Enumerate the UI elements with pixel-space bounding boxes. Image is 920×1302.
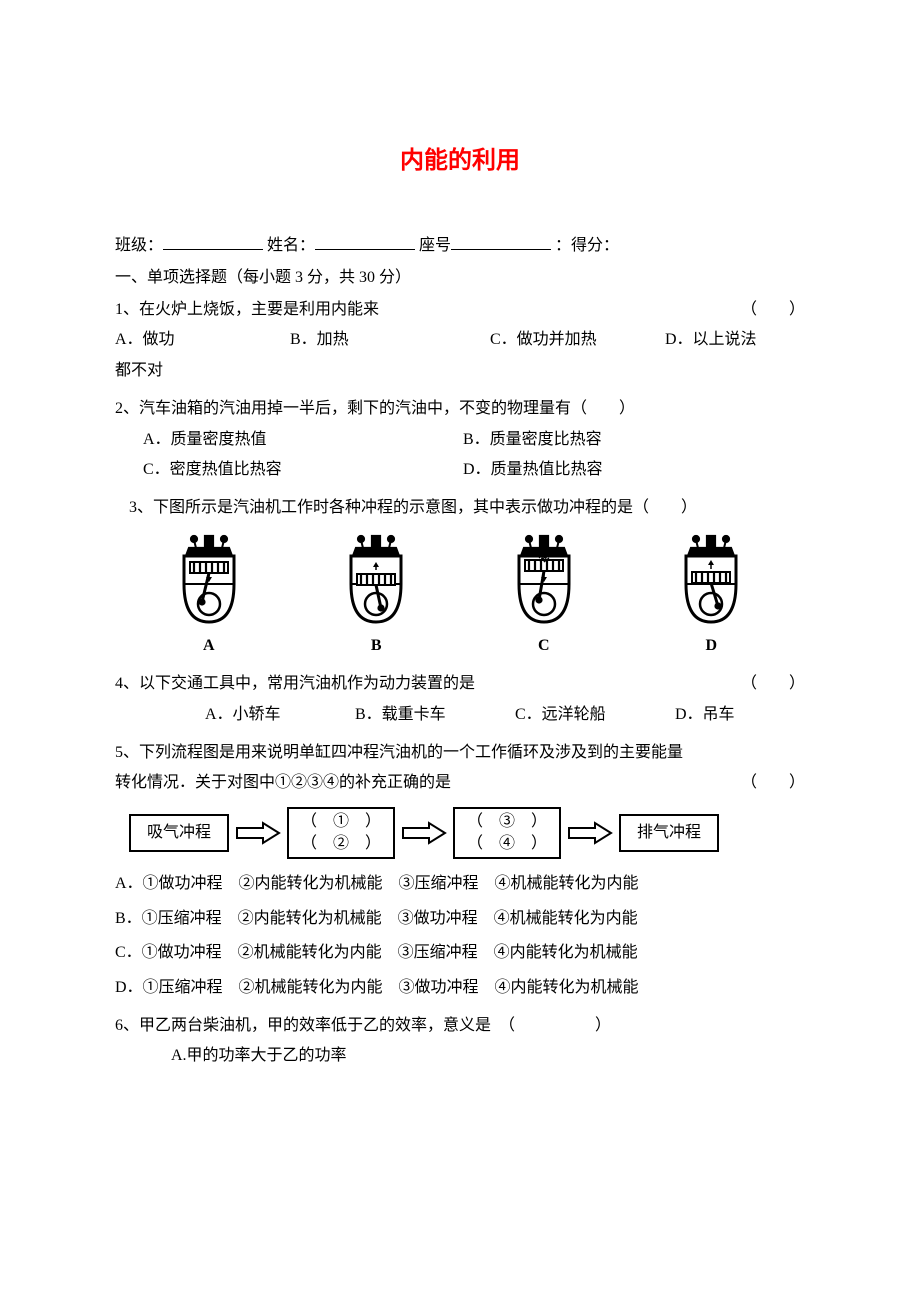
title-text: 内能的利用	[400, 147, 520, 174]
student-info-line: 班级： 姓名： 座号 ：得分：	[115, 231, 805, 255]
name-blank	[315, 232, 415, 250]
q1-option-c: C．做功并加热	[490, 325, 665, 355]
q6-stem: 6、甲乙两台柴油机，甲的效率低于乙的效率，意义是 （ ）	[115, 1011, 805, 1041]
engine-label-b: B	[371, 631, 382, 661]
arrow-icon	[401, 821, 447, 845]
q2-option-b: B．质量密度比热容	[463, 425, 602, 455]
q2-option-c: C．密度热值比热容	[143, 455, 463, 485]
flow-box-2: （ ① ） （ ② ）	[287, 807, 395, 860]
q1-option-a: A．做功	[115, 325, 290, 355]
q5-answer-blank: （ ）	[741, 768, 805, 798]
flow-box-1: 吸气冲程	[129, 814, 229, 852]
q5-option-b: B．①压缩冲程 ②内能转化为机械能 ③做功冲程 ④机械能转化为内能	[115, 904, 805, 934]
q2-option-a: A．质量密度热值	[143, 425, 463, 455]
q4-option-b: B．载重卡车	[355, 700, 515, 730]
seat-label: 座号	[419, 237, 451, 254]
flow-box-3: （ ③ ） （ ④ ）	[453, 807, 561, 860]
name-label: 姓名：	[267, 237, 315, 254]
flow-box-2-line1: （ ① ）	[301, 811, 381, 833]
engine-label-a: A	[203, 631, 215, 661]
q1-stem: 1、在火炉上烧饭，主要是利用内能来	[115, 295, 379, 325]
q4-option-d: D．吊车	[675, 700, 735, 730]
flow-box-2-line2: （ ② ）	[301, 833, 381, 855]
engine-diagram-b: B	[321, 534, 431, 661]
q4-option-a: A．小轿车	[205, 700, 355, 730]
q5-stem-line1: 5、下列流程图是用来说明单缸四冲程汽油机的一个工作循环及涉及到的主要能量	[115, 738, 805, 768]
class-label: 班级：	[115, 237, 163, 254]
seat-blank	[451, 232, 551, 250]
q5-option-a: A．①做功冲程 ②内能转化为机械能 ③压缩冲程 ④机械能转化为内能	[115, 869, 805, 899]
q1-option-d-line2: 都不对	[115, 356, 805, 386]
q5-stem-line2: 转化情况．关于对图中①②③④的补充正确的是	[115, 768, 451, 798]
q6-option-a: A.甲的功率大于乙的功率	[115, 1041, 805, 1071]
q3-stem: 3、下图所示是汽油机工作时各种冲程的示意图，其中表示做功冲程的是（ ）	[115, 493, 805, 523]
q4-answer-blank: （ ）	[741, 669, 805, 699]
engine-diagram-a: A	[154, 534, 264, 661]
arrow-icon	[235, 821, 281, 845]
engine-label-c: C	[538, 631, 550, 661]
engine-label-d: D	[705, 631, 717, 661]
engine-diagram-row: A	[115, 534, 805, 661]
question-4: 4、以下交通工具中，常用汽油机作为动力装置的是 （ ） A．小轿车 B．载重卡车…	[115, 669, 805, 730]
flow-box-3-line1: （ ③ ）	[467, 811, 547, 833]
section-1-heading: 一、单项选择题（每小题 3 分，共 30 分）	[115, 263, 805, 287]
flow-box-4: 排气冲程	[619, 814, 719, 852]
arrow-icon	[567, 821, 613, 845]
flow-box-3-line2: （ ④ ）	[467, 833, 547, 855]
q4-option-c: C．远洋轮船	[515, 700, 675, 730]
q5-option-d: D．①压缩冲程 ②机械能转化为内能 ③做功冲程 ④内能转化为机械能	[115, 973, 805, 1003]
engine-diagram-d: D	[656, 534, 766, 661]
q5-option-c: C．①做功冲程 ②机械能转化为内能 ③压缩冲程 ④内能转化为机械能	[115, 938, 805, 968]
question-1: 1、在火炉上烧饭，主要是利用内能来 （ ） A．做功 B．加热 C．做功并加热 …	[115, 295, 805, 386]
q4-stem: 4、以下交通工具中，常用汽油机作为动力装置的是	[115, 669, 475, 699]
question-5: 5、下列流程图是用来说明单缸四冲程汽油机的一个工作循环及涉及到的主要能量 转化情…	[115, 738, 805, 1003]
page-title: 内能的利用	[115, 140, 805, 175]
engine-diagram-c: C	[489, 534, 599, 661]
q2-option-d: D．质量热值比热容	[463, 455, 603, 485]
class-blank	[163, 232, 263, 250]
score-label: ：得分：	[555, 237, 619, 254]
question-3: 3、下图所示是汽油机工作时各种冲程的示意图，其中表示做功冲程的是（ ）	[115, 493, 805, 661]
question-6: 6、甲乙两台柴油机，甲的效率低于乙的效率，意义是 （ ） A.甲的功率大于乙的功…	[115, 1011, 805, 1072]
flowchart: 吸气冲程 （ ① ） （ ② ） （ ③ ） （ ④ ） 排气冲程	[115, 807, 805, 860]
q1-answer-blank: （ ）	[741, 295, 805, 325]
q1-option-b: B．加热	[290, 325, 490, 355]
question-2: 2、汽车油箱的汽油用掉一半后，剩下的汽油中，不变的物理量有（ ） A．质量密度热…	[115, 394, 805, 485]
q2-stem: 2、汽车油箱的汽油用掉一半后，剩下的汽油中，不变的物理量有（ ）	[115, 394, 805, 424]
q1-option-d-line1: D．以上说法	[665, 325, 757, 355]
